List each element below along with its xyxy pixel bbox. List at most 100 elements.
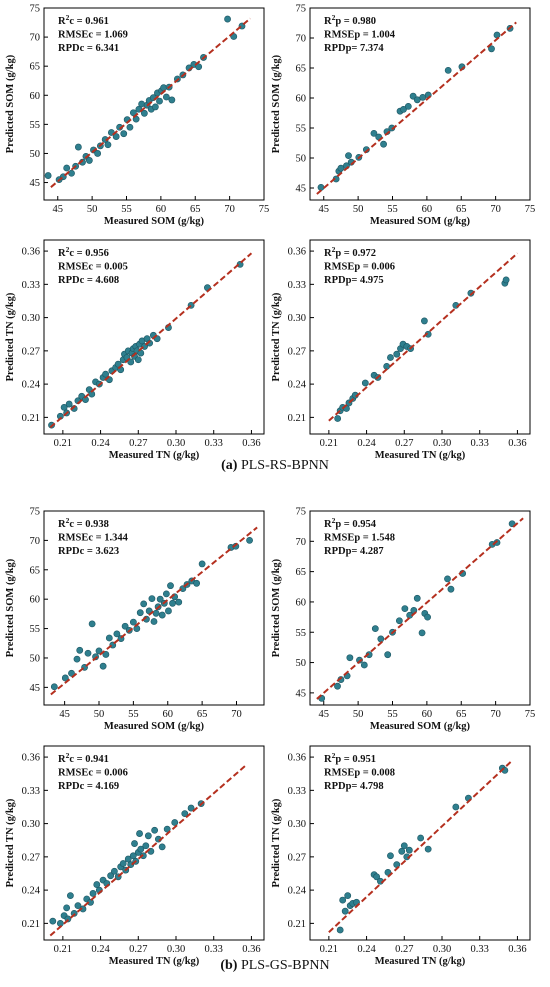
caption-b: (b) PLS-GS-BPNN xyxy=(0,958,550,974)
x-axis-label: Measured SOM (g/kg) xyxy=(370,216,471,227)
x-tick-label: 0.21 xyxy=(54,438,72,449)
data-point xyxy=(384,868,392,876)
data-point xyxy=(129,109,137,117)
x-tick-label: 0.24 xyxy=(357,438,376,449)
stat-text: RMSEc = 0.006 xyxy=(58,768,128,779)
y-tick-label: 0.30 xyxy=(22,819,40,830)
y-tick-label: 0.24 xyxy=(288,886,307,897)
data-point xyxy=(198,560,206,568)
y-axis-label: Predicted SOM (g/kg) xyxy=(5,558,16,657)
data-point xyxy=(502,276,510,284)
y-tick-label: 0.36 xyxy=(288,753,306,764)
x-tick-label: 0.30 xyxy=(433,944,451,955)
x-tick-label: 55 xyxy=(387,709,398,720)
data-point xyxy=(94,150,102,157)
data-point xyxy=(140,600,148,608)
x-tick-label: 0.24 xyxy=(357,944,376,955)
x-tick-label: 60 xyxy=(163,709,174,720)
x-tick-label: 65 xyxy=(190,204,201,215)
y-tick-label: 0.30 xyxy=(22,313,40,324)
y-tick-label: 0.27 xyxy=(22,852,40,863)
y-axis-label: Predicted TN (g/kg) xyxy=(271,798,282,887)
x-tick-label: 0.21 xyxy=(54,944,72,955)
y-tick-label: 45 xyxy=(30,683,41,694)
data-point xyxy=(136,830,143,837)
fit-line xyxy=(328,760,512,933)
plot-frame xyxy=(309,239,531,435)
y-tick-label: 75 xyxy=(296,4,307,15)
x-tick-label: 0.24 xyxy=(91,438,110,449)
stat-text: RMSEc = 1.069 xyxy=(58,30,128,41)
data-point xyxy=(93,881,101,888)
x-tick-label: 70 xyxy=(224,204,235,215)
x-tick-label: 60 xyxy=(156,204,167,215)
stat-label: R2p = 0.980 xyxy=(324,13,376,27)
data-point xyxy=(246,536,253,544)
stat-text: p = 0.972 xyxy=(335,248,376,259)
stat-text: RMSEc = 0.005 xyxy=(58,262,128,273)
data-point xyxy=(162,93,170,101)
data-point xyxy=(346,654,354,662)
stat-text: R xyxy=(58,519,66,530)
data-point xyxy=(493,539,501,546)
data-point xyxy=(61,674,69,682)
stat-text: RMSEp = 0.006 xyxy=(324,262,395,273)
data-point xyxy=(345,152,352,159)
data-point xyxy=(387,852,394,860)
data-point xyxy=(341,907,349,915)
stat-label: RPDp= 7.374 xyxy=(324,43,384,54)
x-tick-label: 70 xyxy=(490,204,501,215)
data-point xyxy=(167,582,174,590)
stat-text: p = 0.951 xyxy=(335,754,376,765)
data-point xyxy=(120,130,128,138)
stat-text: RMSEp = 1.548 xyxy=(324,533,395,544)
x-tick-label: 0.21 xyxy=(320,944,338,955)
caption-a-label: (a) xyxy=(221,458,238,473)
data-point xyxy=(76,646,84,654)
data-point xyxy=(418,629,426,637)
stat-text: R xyxy=(324,248,332,259)
chart-a-som-cal: 45 50 55 60 65 70 75 45 50 55 60 65 70 75 Measured SOM… xyxy=(5,4,269,228)
x-tick-label: 55 xyxy=(387,204,398,215)
y-tick-label: 75 xyxy=(296,507,307,518)
plot-frame xyxy=(43,510,265,706)
stat-superscript: 2 xyxy=(66,13,70,22)
x-axis-label: Measured TN (g/kg) xyxy=(109,956,200,967)
y-tick-label: 65 xyxy=(296,567,307,578)
fit-line xyxy=(316,517,524,700)
data-point xyxy=(193,579,201,587)
stat-label: R2c = 0.956 xyxy=(58,245,109,259)
plot-frame xyxy=(309,7,531,201)
y-tick-label: 0.21 xyxy=(288,413,306,424)
y-tick-label: 60 xyxy=(296,94,307,105)
data-point xyxy=(131,840,138,847)
data-point xyxy=(393,350,401,358)
stat-text: RPDp= 4.975 xyxy=(324,275,384,286)
data-point xyxy=(181,810,189,818)
plot-frame xyxy=(309,510,531,706)
stat-label: R2p = 0.972 xyxy=(324,245,376,259)
data-point xyxy=(150,618,158,625)
stat-superscript: 2 xyxy=(66,245,70,254)
data-point xyxy=(334,415,342,422)
data-point xyxy=(85,157,93,164)
y-tick-label: 0.33 xyxy=(22,786,40,797)
x-tick-label: 75 xyxy=(525,709,536,720)
y-tick-label: 0.24 xyxy=(288,380,307,391)
y-tick-label: 0.27 xyxy=(22,346,40,357)
data-point xyxy=(148,595,156,602)
y-axis-label: Predicted SOM (g/kg) xyxy=(271,558,282,657)
data-point xyxy=(467,289,475,297)
chart-a-som-pred: 45 50 55 60 65 70 75 45 50 55 60 65 70 75 Measured SOM… xyxy=(271,4,535,228)
stat-label: RMSEp = 0.008 xyxy=(324,768,395,779)
data-point xyxy=(63,904,71,912)
caption-a: (a) PLS-RS-BPNN xyxy=(0,458,550,474)
x-tick-label: 65 xyxy=(456,709,467,720)
stat-text: R xyxy=(324,519,332,530)
chart-b-som-pred: 45 50 55 60 65 70 75 45 50 55 60 65 70 75 Measured SOM… xyxy=(271,507,535,733)
x-tick-label: 0.30 xyxy=(167,438,185,449)
y-tick-label: 65 xyxy=(296,64,307,75)
data-point xyxy=(111,867,118,875)
y-axis-label: Predicted TN (g/kg) xyxy=(5,292,16,381)
x-tick-label: 45 xyxy=(319,204,330,215)
